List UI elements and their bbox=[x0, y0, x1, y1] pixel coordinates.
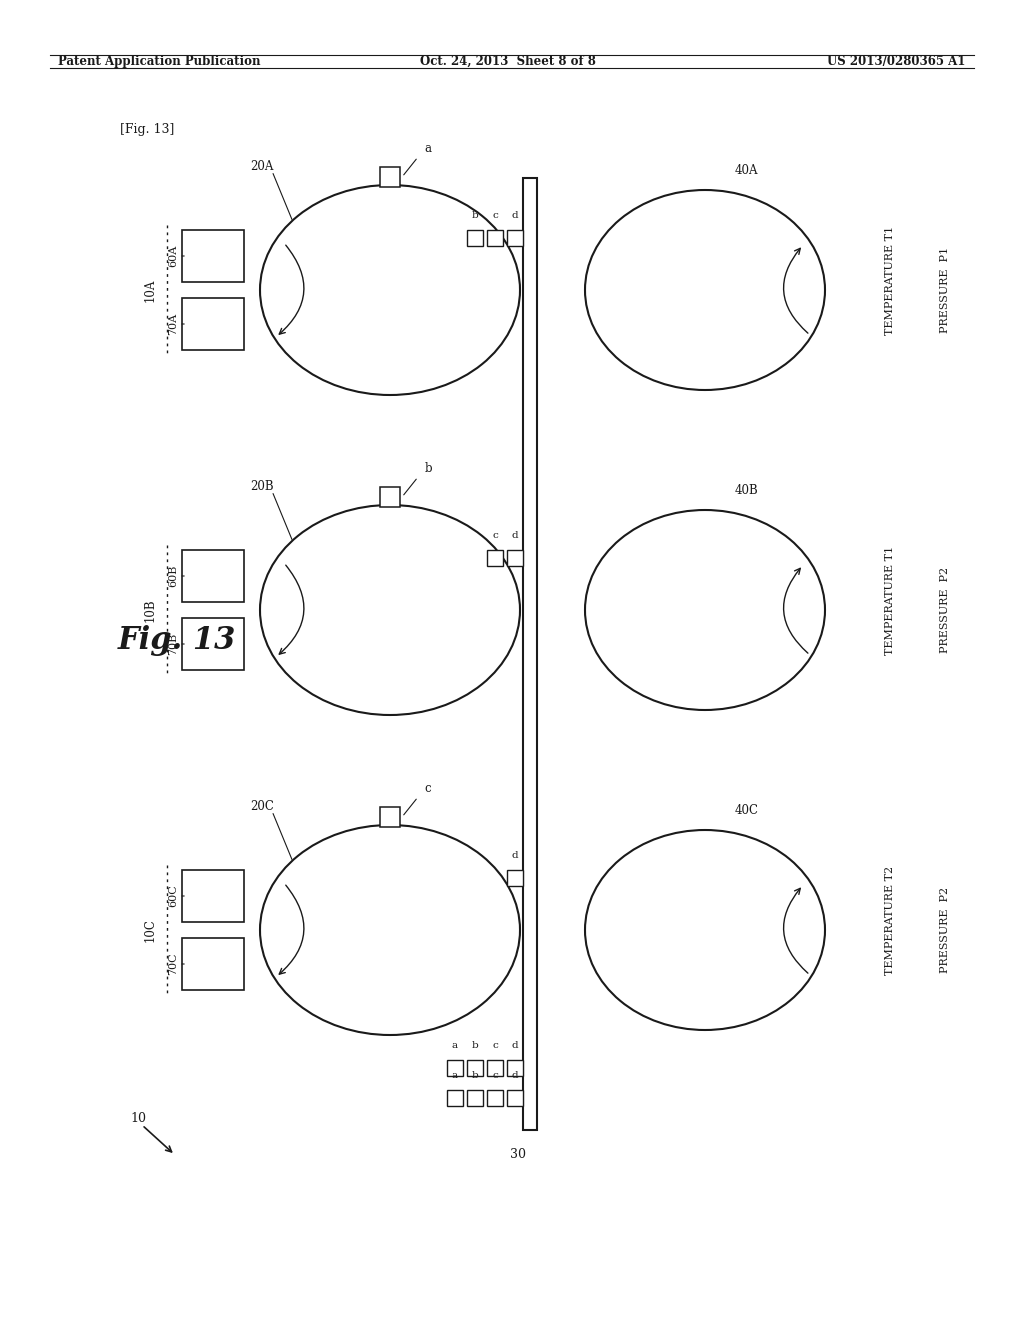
Text: 10C: 10C bbox=[144, 919, 157, 942]
Text: c: c bbox=[493, 531, 498, 540]
Text: Fig. 13: Fig. 13 bbox=[118, 624, 237, 656]
Text: 60C: 60C bbox=[168, 884, 178, 907]
Text: TEMPERATURE T2: TEMPERATURE T2 bbox=[885, 866, 895, 974]
Text: c: c bbox=[425, 783, 431, 796]
Bar bbox=[182, 550, 244, 602]
Text: 30: 30 bbox=[510, 1148, 526, 1162]
Bar bbox=[447, 1060, 463, 1076]
Bar bbox=[487, 549, 503, 565]
Ellipse shape bbox=[260, 506, 520, 715]
Ellipse shape bbox=[585, 830, 825, 1030]
Bar bbox=[447, 1090, 463, 1106]
Text: 60B: 60B bbox=[168, 565, 178, 587]
Text: 20A: 20A bbox=[250, 161, 273, 173]
Text: c: c bbox=[493, 1041, 498, 1051]
Text: TEMPERATURE T1: TEMPERATURE T1 bbox=[885, 545, 895, 655]
Ellipse shape bbox=[260, 825, 520, 1035]
Text: 10B: 10B bbox=[144, 598, 157, 622]
Text: d: d bbox=[512, 851, 518, 861]
Text: PRESSURE  P1: PRESSURE P1 bbox=[940, 247, 950, 333]
Bar bbox=[487, 230, 503, 246]
Bar bbox=[507, 870, 523, 886]
Bar bbox=[507, 1060, 523, 1076]
Bar bbox=[507, 230, 523, 246]
Text: 20C: 20C bbox=[250, 800, 273, 813]
Bar bbox=[182, 618, 244, 671]
Text: 20B: 20B bbox=[250, 480, 273, 494]
Text: Oct. 24, 2013  Sheet 8 of 8: Oct. 24, 2013 Sheet 8 of 8 bbox=[420, 54, 596, 67]
Text: 40C: 40C bbox=[735, 804, 759, 817]
Text: 40B: 40B bbox=[735, 483, 759, 496]
Text: 70B: 70B bbox=[168, 632, 178, 655]
Text: US 2013/0280365 A1: US 2013/0280365 A1 bbox=[826, 54, 965, 67]
Bar bbox=[507, 549, 523, 565]
Text: TEMPERATURE T1: TEMPERATURE T1 bbox=[885, 226, 895, 334]
Bar bbox=[487, 1090, 503, 1106]
Bar bbox=[467, 1060, 483, 1076]
Bar bbox=[507, 1090, 523, 1106]
Text: 70C: 70C bbox=[168, 953, 178, 975]
Ellipse shape bbox=[585, 510, 825, 710]
Bar bbox=[182, 298, 244, 350]
Text: 70A: 70A bbox=[168, 313, 178, 335]
Text: d: d bbox=[512, 531, 518, 540]
Bar bbox=[380, 487, 400, 507]
Text: c: c bbox=[493, 1072, 498, 1081]
Text: b: b bbox=[472, 1072, 478, 1081]
Bar bbox=[182, 939, 244, 990]
Text: 10A: 10A bbox=[144, 279, 157, 302]
Text: b: b bbox=[472, 1041, 478, 1051]
Text: [Fig. 13]: [Fig. 13] bbox=[120, 124, 174, 136]
Text: 40A: 40A bbox=[735, 164, 759, 177]
Text: b: b bbox=[424, 462, 432, 475]
Text: PRESSURE  P2: PRESSURE P2 bbox=[940, 566, 950, 653]
Bar bbox=[487, 1060, 503, 1076]
Bar bbox=[182, 870, 244, 921]
Bar bbox=[380, 168, 400, 187]
Bar bbox=[380, 807, 400, 828]
Text: b: b bbox=[472, 211, 478, 220]
Text: PRESSURE  P2: PRESSURE P2 bbox=[940, 887, 950, 973]
Text: d: d bbox=[512, 1072, 518, 1081]
Bar bbox=[467, 230, 483, 246]
Bar bbox=[523, 178, 537, 1130]
Text: d: d bbox=[512, 211, 518, 220]
Text: d: d bbox=[512, 1041, 518, 1051]
Text: a: a bbox=[452, 1072, 458, 1081]
Text: a: a bbox=[425, 143, 431, 156]
Ellipse shape bbox=[585, 190, 825, 389]
Text: c: c bbox=[493, 211, 498, 220]
Bar bbox=[467, 1090, 483, 1106]
Text: 10: 10 bbox=[130, 1111, 146, 1125]
Text: Patent Application Publication: Patent Application Publication bbox=[58, 54, 260, 67]
Text: 60A: 60A bbox=[168, 246, 178, 267]
Bar bbox=[182, 230, 244, 282]
Ellipse shape bbox=[260, 185, 520, 395]
Text: a: a bbox=[452, 1041, 458, 1051]
